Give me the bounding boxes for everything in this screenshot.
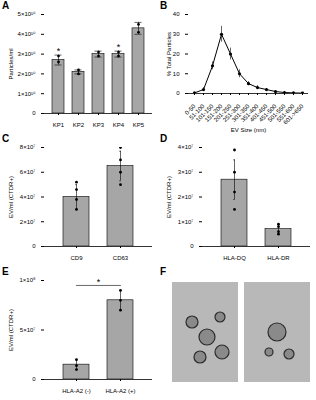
svg-text:EV/ml (CTDR+): EV/ml (CTDR+) <box>166 176 172 218</box>
svg-text:551-600: 551-600 <box>275 103 296 123</box>
svg-text:HLA-DR: HLA-DR <box>267 255 290 261</box>
svg-text:201-250: 201-250 <box>212 103 233 123</box>
svg-text:4×10⁷: 4×10⁷ <box>20 194 36 200</box>
svg-text:KP5: KP5 <box>133 122 145 128</box>
svg-text:1×10⁸: 1×10⁸ <box>19 277 36 283</box>
svg-text:2×10¹⁰: 2×10¹⁰ <box>18 71 37 77</box>
svg-text:0-50: 0-50 <box>183 103 197 116</box>
svg-text:CD63: CD63 <box>113 255 129 261</box>
svg-text:CD9: CD9 <box>70 255 83 261</box>
svg-text:*: * <box>57 46 61 56</box>
svg-text:KP4: KP4 <box>113 122 125 128</box>
svg-text:0: 0 <box>32 110 36 116</box>
svg-text:0: 0 <box>176 90 180 96</box>
html-text:C: C <box>2 133 10 144</box>
html-text:E: E <box>2 266 9 277</box>
svg-text:501-550: 501-550 <box>266 103 287 123</box>
html-text:B: B <box>160 0 168 11</box>
html-text:F: F <box>160 266 167 277</box>
svg-text:2×10⁷: 2×10⁷ <box>178 194 194 200</box>
svg-text:0: 0 <box>32 243 36 249</box>
svg-text:% Total Particles: % Total Particles <box>166 32 172 76</box>
html-text:A: A <box>2 0 10 11</box>
svg-text:3×10⁷: 3×10⁷ <box>178 169 194 175</box>
svg-text:10: 10 <box>173 71 180 77</box>
svg-text:*: * <box>117 42 121 52</box>
svg-text:EV Size (nm): EV Size (nm) <box>231 127 266 133</box>
svg-text:0: 0 <box>32 376 36 382</box>
svg-text:KP2: KP2 <box>73 122 85 128</box>
svg-text:30: 30 <box>173 31 180 37</box>
svg-text:*: * <box>97 277 101 287</box>
svg-text:251-300: 251-300 <box>221 103 242 123</box>
svg-text:5×10⁷: 5×10⁷ <box>20 327 36 333</box>
svg-text:HLA-A2 (+): HLA-A2 (+) <box>105 388 135 394</box>
svg-text:3×10¹⁰: 3×10¹⁰ <box>18 51 37 57</box>
svg-text:40: 40 <box>173 11 180 17</box>
svg-text:151-200: 151-200 <box>203 103 224 123</box>
svg-text:6×10⁷: 6×10⁷ <box>20 169 36 175</box>
svg-text:8×10⁷: 8×10⁷ <box>20 144 36 150</box>
svg-text:351-400: 351-400 <box>239 103 260 123</box>
svg-text:0: 0 <box>190 243 194 249</box>
svg-text:EV/ml (CTDR+): EV/ml (CTDR+) <box>8 309 14 351</box>
html-text:D: D <box>160 133 168 144</box>
svg-text:601->650: 601->650 <box>282 103 305 126</box>
svg-text:101-150: 101-150 <box>194 103 215 123</box>
svg-text:4×10⁷: 4×10⁷ <box>178 144 194 150</box>
svg-text:4×10¹⁰: 4×10¹⁰ <box>18 31 37 37</box>
svg-text:1×10¹⁰: 1×10¹⁰ <box>18 91 37 97</box>
svg-text:KP1: KP1 <box>53 122 65 128</box>
svg-text:301-350: 301-350 <box>230 103 251 123</box>
svg-text:2×10⁷: 2×10⁷ <box>20 219 36 225</box>
svg-text:451-500: 451-500 <box>257 103 278 123</box>
svg-text:HLA-DQ: HLA-DQ <box>223 255 246 261</box>
svg-text:1×10⁷: 1×10⁷ <box>178 219 194 225</box>
svg-text:HLA-A2 (-): HLA-A2 (-) <box>62 388 91 394</box>
svg-text:401-450: 401-450 <box>248 103 269 123</box>
svg-text:KP3: KP3 <box>93 122 105 128</box>
svg-text:EV/ml (CTDR+): EV/ml (CTDR+) <box>8 176 14 218</box>
svg-text:51-100: 51-100 <box>188 103 206 121</box>
svg-text:Particles/ml: Particles/ml <box>8 48 14 79</box>
svg-text:20: 20 <box>173 51 180 57</box>
svg-text:5×10¹⁰: 5×10¹⁰ <box>18 11 37 17</box>
